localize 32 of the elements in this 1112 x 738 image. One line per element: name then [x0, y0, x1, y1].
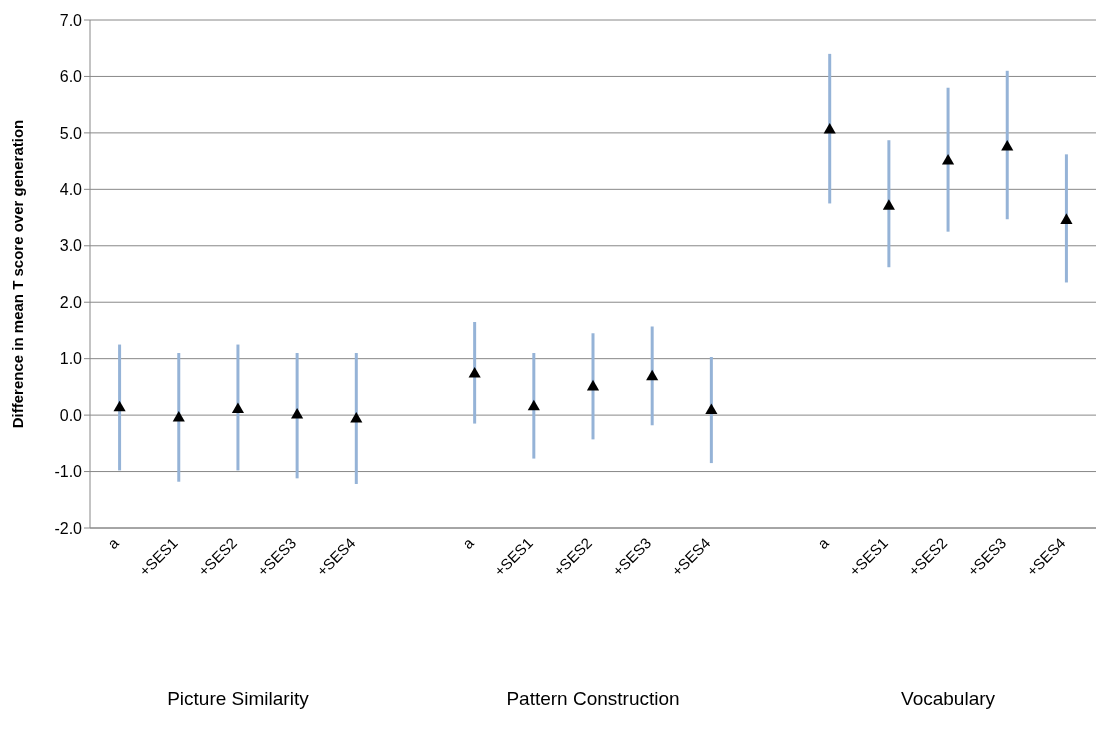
y-tick-label: -1.0	[54, 463, 83, 481]
text: Pattern Construction	[505, 688, 681, 710]
y-tick-label: 1.0	[59, 350, 83, 368]
point	[231, 402, 245, 413]
y-tick-label: 5.0	[59, 124, 83, 142]
y-tick-label: 3.0	[59, 237, 83, 255]
y-tick-label: 7.0	[59, 11, 83, 29]
text: Vocabulary	[900, 688, 997, 710]
y-tick-label: -2.0	[54, 519, 83, 537]
point	[1001, 139, 1014, 151]
point	[1060, 213, 1073, 224]
point	[468, 366, 481, 378]
y-axis-title: Difference in mean T score over generation	[9, 119, 27, 429]
point	[527, 399, 540, 411]
point	[941, 154, 955, 165]
point	[646, 369, 659, 381]
point	[172, 410, 185, 422]
x-tick-label: a	[458, 533, 478, 553]
y-tick-label: 0.0	[59, 406, 83, 424]
x-tick-label: a	[813, 533, 833, 553]
point	[586, 379, 600, 391]
point	[705, 403, 718, 415]
y-tick-label: 4.0	[59, 181, 83, 199]
point	[113, 400, 126, 412]
point	[350, 412, 363, 423]
y-tick-label: 2.0	[59, 293, 83, 311]
text: Picture Similarity	[166, 688, 310, 710]
point	[291, 408, 304, 419]
x-tick-label: a	[103, 533, 123, 553]
y-tick-label: 6.0	[59, 68, 83, 86]
point	[882, 199, 895, 210]
point	[823, 123, 836, 134]
